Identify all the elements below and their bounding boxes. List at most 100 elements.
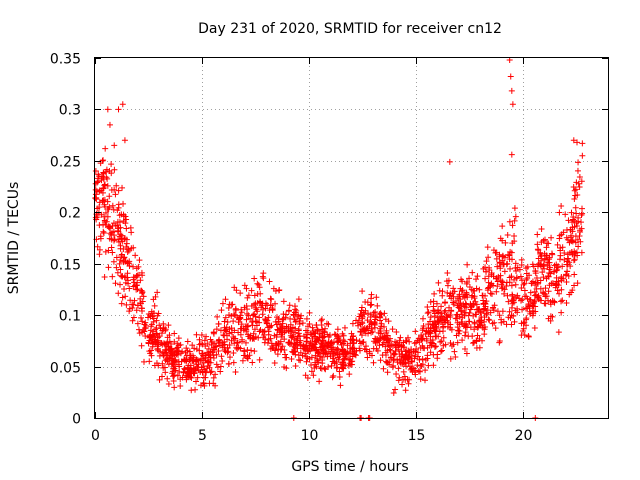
data-point bbox=[341, 338, 348, 345]
data-point bbox=[109, 202, 116, 209]
data-point bbox=[354, 319, 361, 326]
data-point bbox=[558, 286, 565, 293]
data-point bbox=[285, 327, 292, 334]
data-point bbox=[427, 339, 434, 346]
data-point bbox=[174, 348, 181, 355]
data-point bbox=[542, 293, 549, 300]
data-point bbox=[153, 317, 160, 324]
data-point bbox=[400, 376, 407, 383]
data-point bbox=[358, 304, 365, 311]
data-point bbox=[377, 357, 384, 364]
data-point bbox=[447, 355, 454, 362]
data-point bbox=[145, 314, 152, 321]
data-point bbox=[278, 346, 285, 353]
data-point bbox=[487, 309, 494, 316]
data-point bbox=[573, 179, 580, 186]
data-point bbox=[129, 317, 136, 324]
axis-ticks bbox=[95, 58, 608, 419]
data-point bbox=[519, 306, 526, 313]
data-point bbox=[566, 239, 573, 246]
data-point bbox=[206, 380, 213, 387]
data-point bbox=[570, 137, 577, 144]
data-point bbox=[328, 346, 335, 353]
data-point bbox=[569, 219, 576, 226]
data-point bbox=[349, 346, 356, 353]
data-point bbox=[243, 310, 250, 317]
data-point bbox=[510, 297, 517, 304]
data-point bbox=[116, 238, 123, 245]
data-point bbox=[474, 273, 481, 280]
data-point bbox=[317, 353, 324, 360]
data-point bbox=[412, 328, 419, 335]
data-point bbox=[170, 378, 177, 385]
data-point bbox=[94, 205, 101, 212]
data-point bbox=[390, 362, 397, 369]
data-point bbox=[458, 308, 465, 315]
data-point bbox=[224, 349, 231, 356]
data-point bbox=[420, 325, 427, 332]
data-point bbox=[120, 245, 127, 252]
data-point bbox=[136, 257, 143, 264]
data-point bbox=[221, 347, 228, 354]
data-point bbox=[545, 297, 552, 304]
data-point bbox=[124, 249, 131, 256]
data-point bbox=[563, 300, 570, 307]
data-point bbox=[529, 261, 536, 268]
data-point bbox=[493, 275, 500, 282]
data-point bbox=[132, 252, 139, 259]
data-point bbox=[175, 335, 182, 342]
data-point bbox=[503, 321, 510, 328]
data-point bbox=[265, 328, 272, 335]
data-point bbox=[119, 294, 126, 301]
data-point bbox=[485, 284, 492, 291]
data-point bbox=[118, 253, 125, 260]
data-point bbox=[192, 386, 199, 393]
data-point bbox=[437, 313, 444, 320]
data-point bbox=[341, 324, 348, 331]
data-point bbox=[399, 360, 406, 367]
data-point bbox=[256, 284, 263, 291]
data-point bbox=[522, 305, 529, 312]
data-point bbox=[432, 333, 439, 340]
data-point bbox=[251, 275, 258, 282]
data-point bbox=[520, 320, 527, 327]
data-point bbox=[125, 280, 132, 287]
data-point bbox=[425, 362, 432, 369]
data-point bbox=[283, 323, 290, 330]
data-point bbox=[427, 314, 434, 321]
data-point bbox=[508, 87, 515, 94]
data-point bbox=[237, 325, 244, 332]
data-point bbox=[120, 200, 127, 207]
data-point bbox=[187, 365, 194, 372]
data-point bbox=[319, 332, 326, 339]
data-point bbox=[501, 268, 508, 275]
data-point bbox=[247, 334, 254, 341]
data-point bbox=[230, 349, 237, 356]
data-point bbox=[350, 350, 357, 357]
data-point bbox=[406, 363, 413, 370]
data-point bbox=[264, 339, 271, 346]
data-point bbox=[443, 278, 450, 285]
data-point bbox=[448, 292, 455, 299]
data-point bbox=[446, 293, 453, 300]
data-point bbox=[473, 311, 480, 318]
data-point bbox=[116, 260, 123, 267]
data-point bbox=[483, 268, 490, 275]
data-point bbox=[490, 307, 497, 314]
data-point bbox=[113, 254, 120, 261]
data-point bbox=[167, 347, 174, 354]
data-point bbox=[361, 345, 368, 352]
data-point bbox=[275, 287, 282, 294]
grid-lines bbox=[95, 58, 608, 418]
data-point bbox=[494, 263, 501, 270]
data-point bbox=[492, 325, 499, 332]
data-point bbox=[181, 365, 188, 372]
data-point bbox=[123, 225, 130, 232]
data-point bbox=[363, 346, 370, 353]
data-point bbox=[270, 344, 277, 351]
data-point bbox=[126, 285, 133, 292]
data-point bbox=[367, 302, 374, 309]
data-point bbox=[425, 309, 432, 316]
data-point bbox=[375, 329, 382, 336]
data-point bbox=[439, 292, 446, 299]
